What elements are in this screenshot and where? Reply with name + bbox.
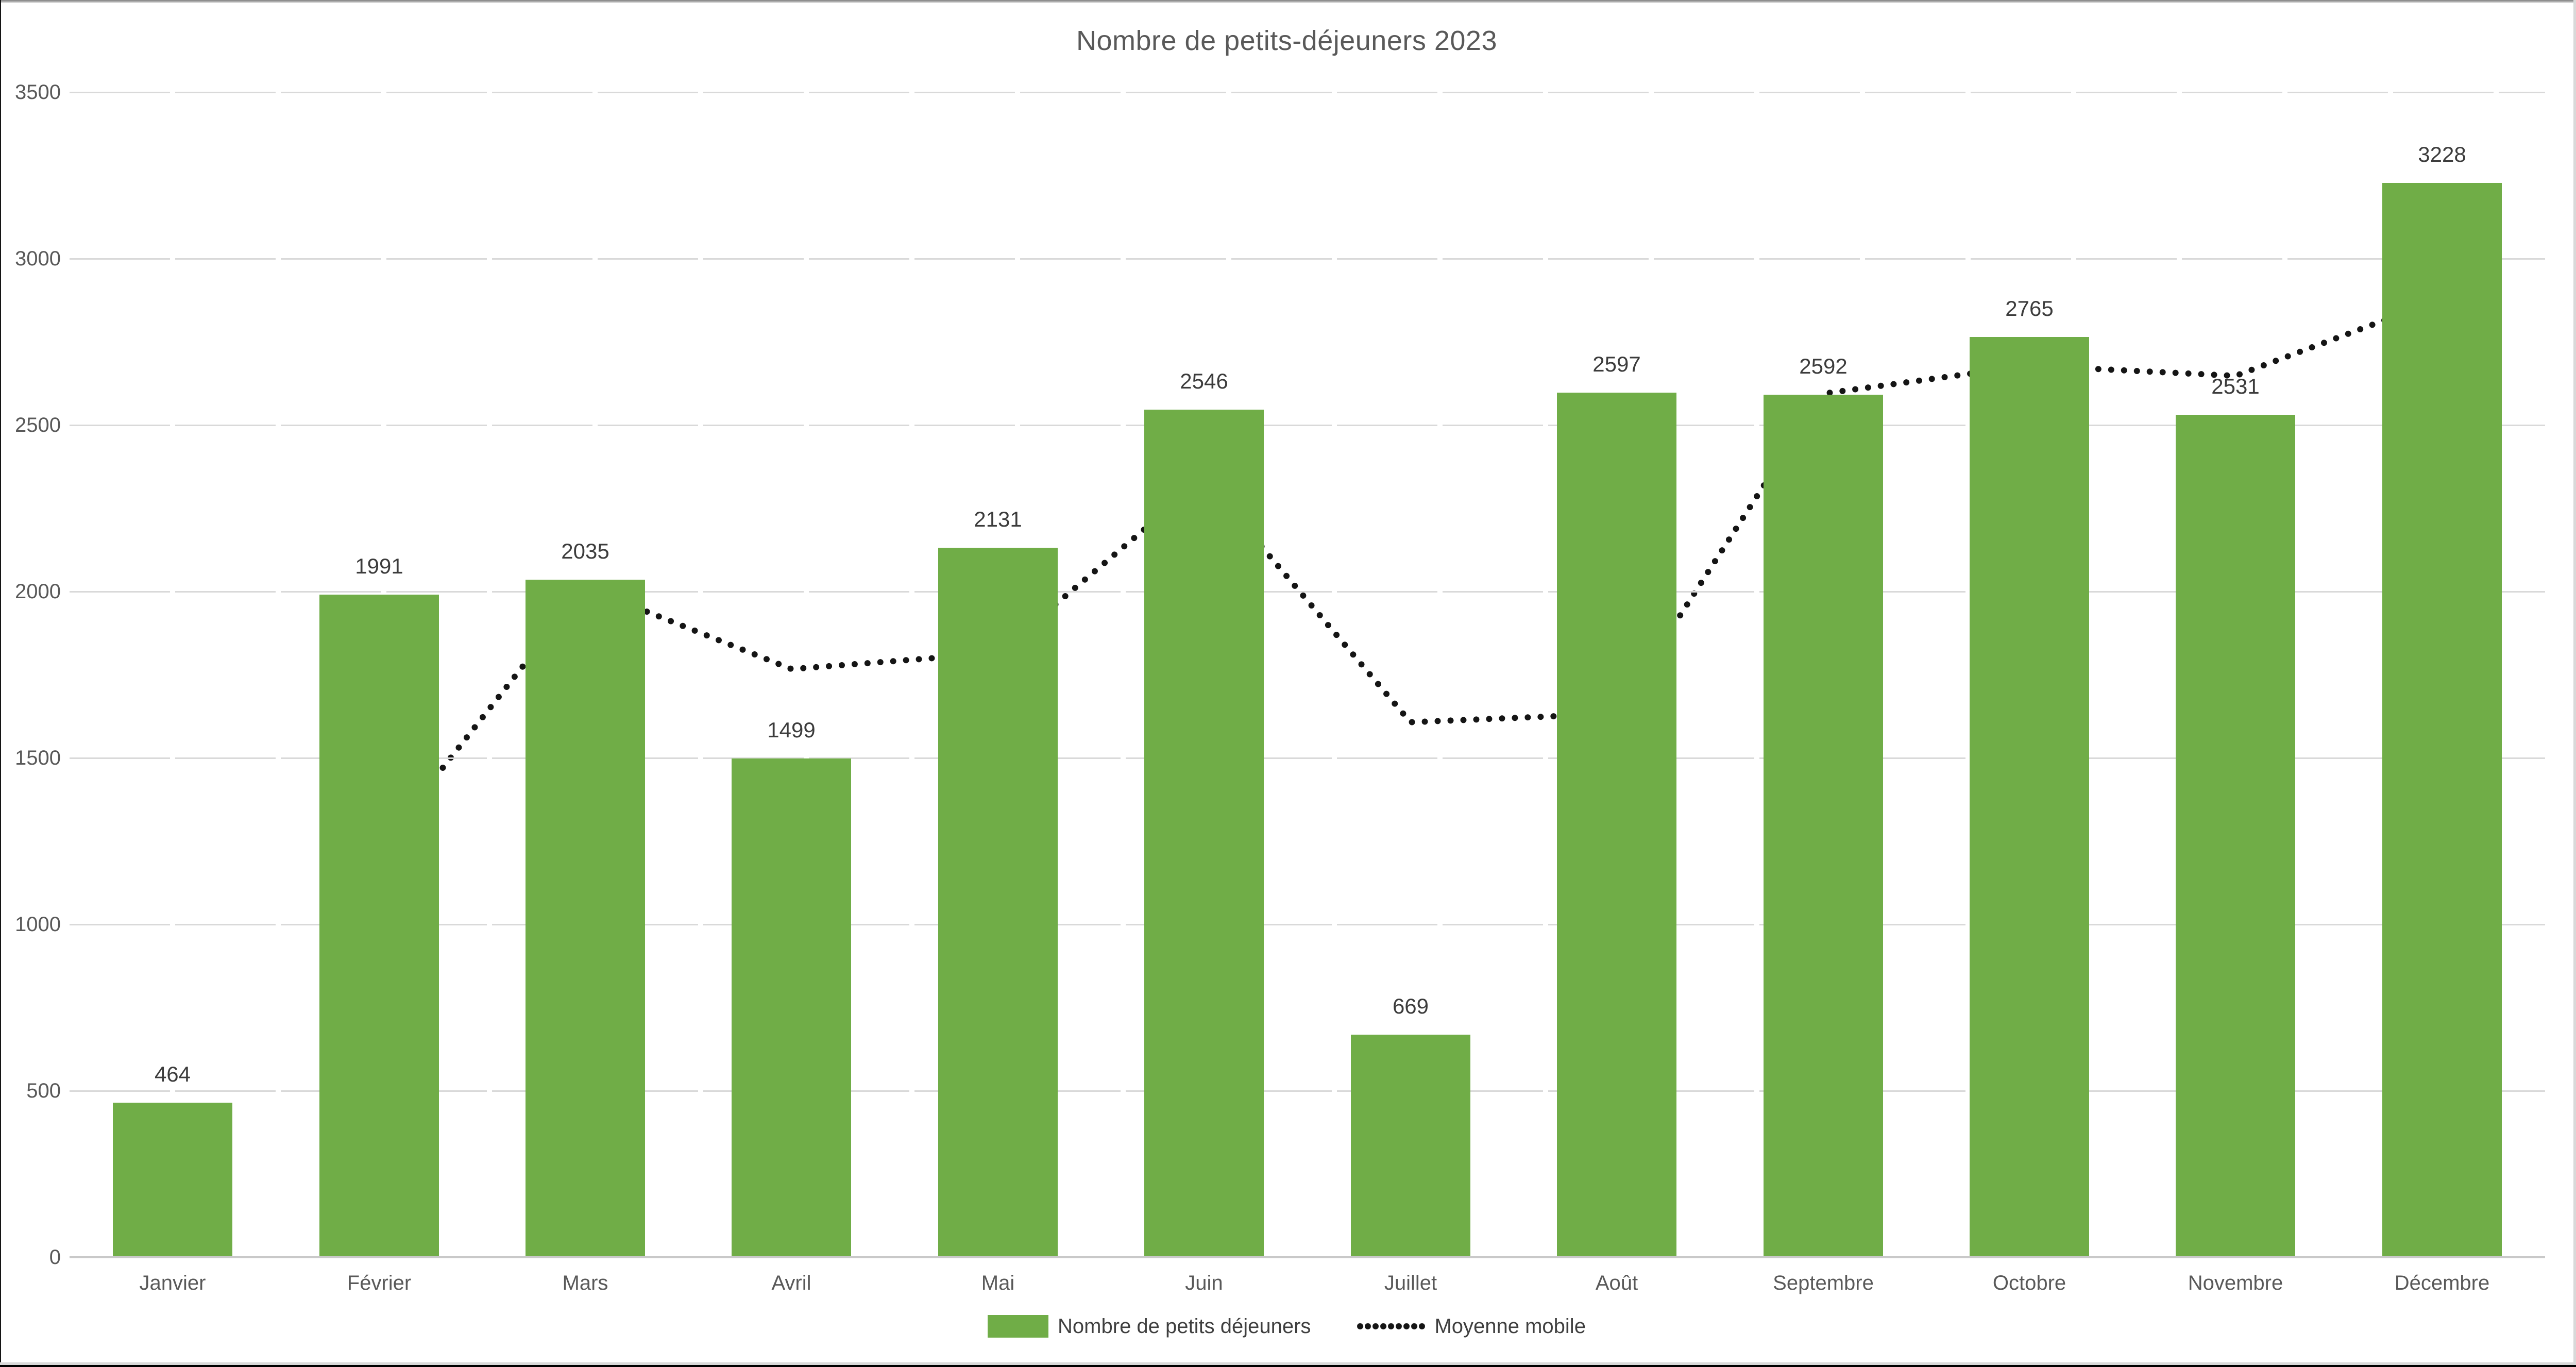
y-tick-label: 0 — [49, 1246, 61, 1269]
legend-dotted-line-icon — [1357, 1323, 1426, 1330]
bar-value-label: 669 — [1392, 994, 1429, 1018]
bar — [319, 595, 439, 1256]
legend-bar-swatch-icon — [988, 1315, 1049, 1338]
legend-item: Nombre de petits déjeuners — [988, 1314, 1311, 1339]
bar-value-label: 1991 — [355, 554, 403, 578]
chart-title: Nombre de petits-déjeuners 2023 — [1076, 25, 1497, 56]
legend: Nombre de petits déjeuners Moyenne mobile — [0, 1314, 2573, 1339]
x-tick-label: Juillet — [1384, 1272, 1437, 1294]
y-tick-label: 1500 — [15, 747, 61, 769]
legend-item-label: Nombre de petits déjeuners — [1058, 1315, 1311, 1338]
bar-value-label: 2597 — [1592, 352, 1641, 376]
bar — [1351, 1035, 1470, 1256]
bar-value-label: 2765 — [2005, 296, 2054, 320]
bar — [113, 1103, 232, 1256]
frame-left-edge — [0, 0, 1, 1367]
x-tick-label: Décembre — [2394, 1272, 2490, 1294]
moving-average-polyline — [376, 295, 2445, 852]
y-gridline — [70, 425, 2545, 426]
y-gridline — [70, 924, 2545, 925]
y-gridline — [70, 258, 2545, 260]
y-tick-label: 2500 — [15, 414, 61, 436]
frame-bottom-edge — [0, 1365, 2576, 1367]
bar-value-label: 2035 — [561, 539, 609, 563]
bar — [2176, 415, 2295, 1256]
bar-value-label: 2531 — [2211, 374, 2260, 398]
bar-value-label: 1499 — [767, 718, 816, 742]
x-tick-label: Septembre — [1773, 1272, 1874, 1294]
bar-value-label: 2131 — [974, 507, 1022, 531]
y-gridline — [70, 1090, 2545, 1092]
bar — [2382, 183, 2502, 1256]
frame-right-shadow — [2573, 0, 2576, 1367]
bar — [1764, 395, 1883, 1256]
y-gridline — [70, 591, 2545, 593]
x-tick-label: Janvier — [139, 1272, 206, 1294]
bar-value-label: 464 — [154, 1062, 191, 1086]
bar-value-label: 3228 — [2418, 142, 2466, 166]
frame-top-strip — [0, 2, 2576, 3]
x-tick-label: Novembre — [2188, 1272, 2283, 1294]
bar — [1557, 393, 1676, 1256]
frame-top-edge — [0, 0, 2576, 2]
x-tick-label: Juin — [1185, 1272, 1223, 1294]
x-tick-label: Février — [347, 1272, 412, 1294]
y-gridline — [70, 92, 2545, 93]
y-tick-label: 1000 — [15, 913, 61, 936]
y-tick-label: 500 — [26, 1079, 61, 1102]
x-tick-label: Avril — [771, 1272, 811, 1294]
y-tick-label: 3000 — [15, 247, 61, 270]
x-tick-label: Mars — [562, 1272, 608, 1294]
bar — [526, 580, 645, 1256]
legend-item-label: Moyenne mobile — [1434, 1315, 1586, 1338]
bar — [938, 548, 1058, 1256]
bar — [1970, 337, 2089, 1256]
y-gridline — [70, 757, 2545, 759]
x-tick-label: Octobre — [1992, 1272, 2066, 1294]
frame-bottom-shadow — [0, 1362, 2576, 1365]
bar — [1144, 410, 1264, 1256]
x-tick-label: Mai — [981, 1272, 1015, 1294]
x-axis-line — [70, 1256, 2545, 1258]
legend-item: Moyenne mobile — [1357, 1314, 1586, 1339]
x-tick-label: Août — [1595, 1272, 1638, 1294]
bar — [732, 758, 851, 1256]
bar-value-label: 2592 — [1799, 354, 1848, 378]
y-tick-label: 2000 — [15, 580, 61, 603]
bar-value-label: 2546 — [1180, 369, 1228, 393]
y-tick-label: 3500 — [15, 81, 61, 104]
